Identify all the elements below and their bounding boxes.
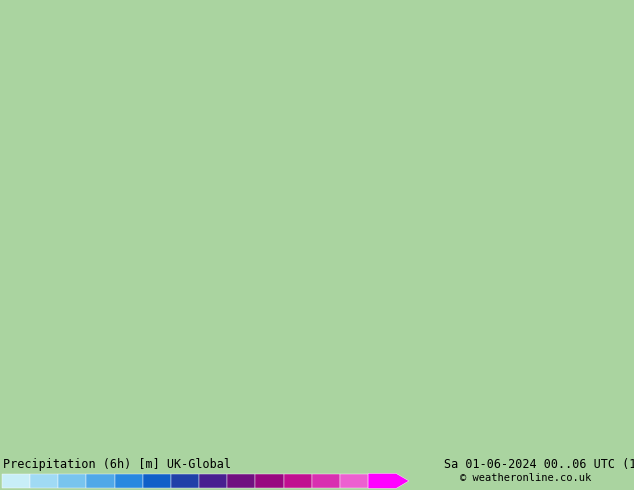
Bar — [227, 473, 256, 489]
Text: © weatheronline.co.uk: © weatheronline.co.uk — [460, 473, 591, 483]
Bar — [30, 473, 58, 489]
Bar — [171, 473, 199, 489]
Bar — [340, 473, 368, 489]
Bar — [312, 473, 340, 489]
Text: Precipitation (6h) [m] UK-Global: Precipitation (6h) [m] UK-Global — [3, 458, 231, 471]
Bar — [115, 473, 143, 489]
Bar — [2, 473, 30, 489]
Bar — [256, 473, 283, 489]
Bar — [143, 473, 171, 489]
Text: Sa 01-06-2024 00..06 UTC (12+138): Sa 01-06-2024 00..06 UTC (12+138) — [444, 458, 634, 471]
Bar — [199, 473, 227, 489]
Polygon shape — [368, 473, 409, 489]
Bar — [58, 473, 86, 489]
Bar — [283, 473, 312, 489]
Bar — [86, 473, 115, 489]
